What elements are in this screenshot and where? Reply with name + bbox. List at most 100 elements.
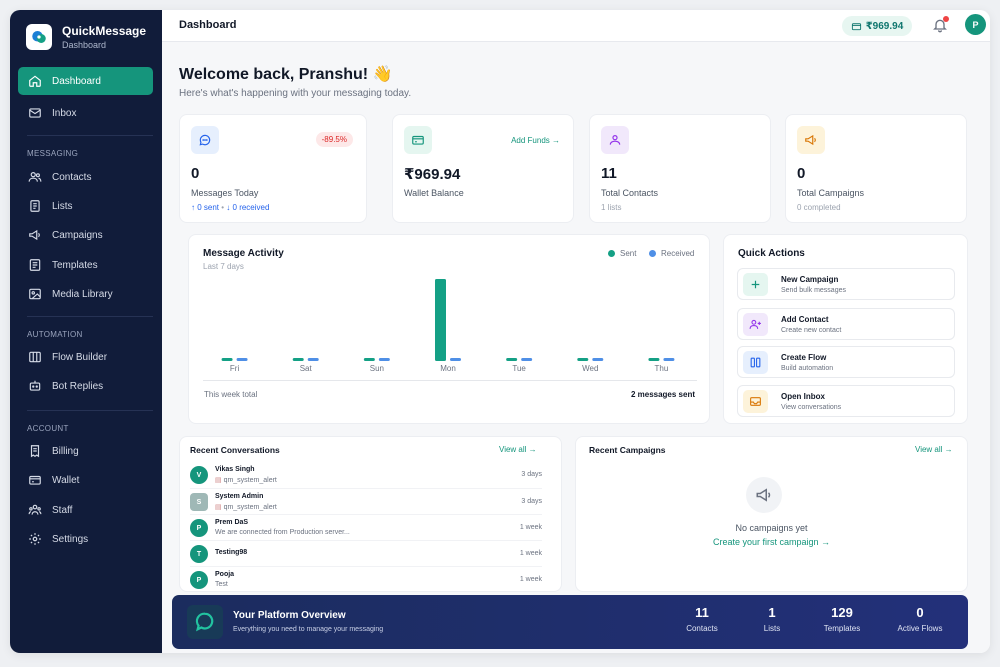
sidebar-item-wallet[interactable]: Wallet (18, 466, 153, 494)
overview-stat-label: Contacts (686, 624, 718, 633)
wallet-icon (29, 475, 41, 485)
flow-icon (29, 351, 41, 363)
sidebar-divider (27, 316, 153, 317)
overview-stat-templates: 129 Templates (807, 605, 877, 633)
legend-sent: Sent (608, 249, 636, 258)
welcome-subtitle: Here's what's happening with your messag… (179, 88, 412, 99)
avatar: P (190, 571, 208, 589)
activity-title: Message Activity (203, 248, 284, 259)
columns-icon (750, 357, 761, 368)
qa-title: Add Contact (781, 315, 829, 324)
quick-action-open-inbox[interactable]: Open Inbox View conversations (737, 385, 955, 417)
sidebar-item-dashboard[interactable]: Dashboard (18, 67, 153, 95)
stat-card-wallet: Add Funds → ₹969.94 Wallet Balance (392, 114, 574, 223)
qa-icon-wrap (743, 351, 768, 374)
conversations-view-all-link[interactable]: View all → (499, 445, 537, 454)
sidebar-item-label: Billing (52, 445, 79, 457)
sidebar-item-lists[interactable]: Lists (18, 192, 153, 220)
sidebar-item-staff[interactable]: Staff (18, 496, 153, 524)
conversation-preview-text: qm_system_alert (223, 477, 277, 484)
conversation-row[interactable]: P Prem DaS We are connected from Product… (190, 514, 542, 540)
sidebar-item-label: Media Library (52, 288, 113, 300)
stat-icon-wrap (797, 126, 825, 154)
conversation-row[interactable]: T Testing98 1 week (190, 540, 542, 566)
bar-received-tue (521, 358, 533, 361)
brand[interactable]: QuickMessage Dashboard (26, 24, 146, 50)
recent-campaigns-card: Recent Campaigns View all → No campaigns… (575, 436, 968, 592)
sidebar-item-inbox[interactable]: Inbox (18, 99, 153, 127)
overview-stat-label: Active Flows (897, 624, 943, 633)
create-campaign-link[interactable]: Create your first campaign → (712, 537, 831, 547)
x-tick-label: Thu (655, 364, 669, 373)
sidebar-divider (27, 135, 153, 136)
stat-card-contacts: 11 Total Contacts 1 lists (589, 114, 771, 223)
sidebar-item-settings[interactable]: Settings (18, 525, 153, 553)
bar-sent-sun (363, 358, 375, 361)
users-icon (28, 172, 42, 182)
trend-badge: -89.5% (315, 132, 353, 147)
qa-subtitle: Create new contact (781, 327, 842, 334)
bar-sent-mon (435, 279, 446, 361)
bar-received-sun (378, 358, 390, 361)
qa-icon-wrap (743, 390, 768, 413)
overview-title: Your Platform Overview (233, 610, 346, 621)
conversation-row[interactable]: P Pooja Test 1 week (190, 566, 542, 592)
sidebar-section-automation: AUTOMATION (27, 330, 83, 339)
bar-received-wed (592, 358, 604, 361)
legend-received: Received (649, 249, 694, 258)
bar-received-thu (663, 358, 675, 361)
add-funds-link[interactable]: Add Funds → (511, 136, 560, 145)
qa-title: Open Inbox (781, 392, 825, 401)
stat-value: 0 (797, 165, 806, 182)
app-window: QuickMessage Dashboard Dashboard Inbox M… (10, 10, 990, 653)
campaigns-view-all-link[interactable]: View all → (915, 445, 953, 454)
quick-actions-title: Quick Actions (738, 248, 805, 259)
sidebar-item-templates[interactable]: Templates (18, 251, 153, 279)
sidebar-item-flow-builder[interactable]: Flow Builder (18, 343, 153, 371)
legend-dot (649, 250, 656, 257)
sidebar-item-media-library[interactable]: Media Library (18, 280, 153, 308)
stat-card-campaigns: 0 Total Campaigns 0 completed (785, 114, 967, 223)
week-total-label: This week total (204, 390, 258, 399)
conversation-row[interactable]: V Vikas Singh ▤ qm_system_alert 3 days (190, 462, 542, 488)
document-icon: ▤ (215, 504, 224, 511)
qa-title: Create Flow (781, 353, 827, 362)
stat-label: Wallet Balance (404, 188, 464, 198)
bar-received-mon (450, 358, 461, 361)
wallet-balance-pill[interactable]: ₹969.94 (842, 16, 912, 36)
stat-label: Total Campaigns (797, 188, 865, 198)
recent-campaigns-title: Recent Campaigns (589, 445, 666, 455)
qa-title: New Campaign (781, 275, 839, 284)
document-icon: ▤ (215, 477, 224, 484)
conversation-row[interactable]: S System Admin ▤ qm_system_alert 3 days (190, 488, 542, 514)
sidebar-item-bot-replies[interactable]: Bot Replies (18, 372, 153, 400)
user-avatar[interactable]: P (965, 14, 986, 35)
brand-name: QuickMessage (62, 24, 147, 38)
template-icon (29, 259, 41, 271)
legend-dot (608, 250, 615, 257)
topbar: Dashboard ₹969.94 P (162, 10, 990, 42)
stat-icon-wrap (404, 126, 432, 154)
qa-subtitle: Send bulk messages (781, 287, 846, 294)
notification-dot (943, 16, 949, 22)
bell-icon[interactable] (932, 17, 948, 33)
quick-action-add-contact[interactable]: Add Contact Create new contact (737, 308, 955, 340)
sidebar-item-label: Dashboard (52, 75, 101, 87)
chart-baseline (203, 380, 697, 381)
recent-conversations-card: Recent Conversations View all → V Vikas … (179, 436, 562, 592)
bar-received-sat (307, 358, 319, 361)
stat-value: ₹969.94 (404, 166, 461, 183)
sidebar-item-billing[interactable]: Billing (18, 437, 153, 465)
stat-card-messages: -89.5% 0 Messages Today ↑ 0 sent • ↓ 0 r… (179, 114, 367, 223)
quick-action-create-flow[interactable]: Create Flow Build automation (737, 346, 955, 378)
conversation-preview-text: qm_system_alert (223, 504, 277, 511)
gear-icon (29, 533, 41, 545)
empty-state-text: No campaigns yet (735, 523, 808, 533)
avatar: P (190, 519, 208, 537)
image-icon (29, 288, 41, 300)
received-count: ↓ 0 received (226, 203, 270, 212)
sidebar-item-contacts[interactable]: Contacts (18, 163, 153, 191)
sidebar-item-campaigns[interactable]: Campaigns (18, 221, 153, 249)
conversation-preview: We are connected from Production server.… (215, 529, 350, 536)
quick-action-new-campaign[interactable]: New Campaign Send bulk messages (737, 268, 955, 300)
